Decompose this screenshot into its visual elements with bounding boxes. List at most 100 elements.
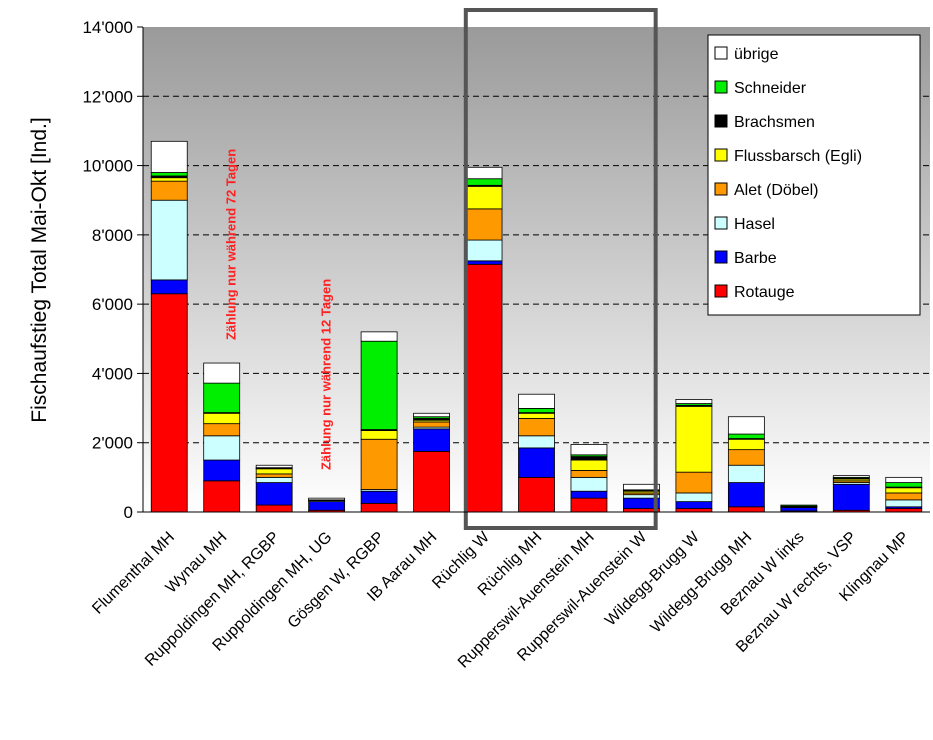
bar-segment — [413, 428, 450, 452]
bar-segment — [885, 508, 923, 513]
bar-segment — [203, 459, 241, 482]
bar-segment — [832, 475, 870, 478]
bar-segment — [308, 501, 346, 511]
bar-segment — [518, 435, 555, 449]
bar-segment — [308, 497, 346, 501]
y-tick-label: 8'000 — [92, 226, 133, 245]
bar-segment — [570, 490, 608, 499]
legend-swatch — [714, 114, 728, 128]
x-tick-label: Wildegg-Brugg MH — [648, 529, 756, 637]
bar-segment — [518, 447, 555, 478]
bar-segment — [885, 499, 923, 508]
bar-segment — [255, 468, 293, 475]
y-tick-label: 6'000 — [92, 295, 133, 314]
bar-segment — [150, 199, 188, 281]
y-tick-label: 4'000 — [92, 364, 133, 383]
bar-segment — [675, 399, 713, 404]
bar-segment — [255, 476, 293, 483]
legend-label: Alet (Döbel) — [734, 182, 818, 199]
y-tick-label: 10'000 — [82, 157, 133, 176]
legend-label: Hasel — [734, 216, 775, 233]
bar-segment — [727, 464, 765, 483]
bar-segment — [570, 497, 608, 513]
y-axis-label: Fischaufstieg Total Mai-Okt [Ind.] — [28, 117, 51, 422]
bar-segment — [780, 504, 818, 507]
highlight-rect — [463, 8, 658, 530]
annotation-text: Zählung nur während 72 Tagen — [224, 149, 239, 340]
legend-swatch — [714, 46, 728, 60]
x-tick-label: Wildegg-Brugg W — [602, 528, 703, 629]
bar-segment — [780, 507, 818, 512]
bar-segment — [675, 405, 713, 473]
legend-label: Barbe — [734, 250, 777, 267]
bar-segment — [360, 331, 398, 342]
bar-segment — [570, 470, 608, 478]
bar-segment — [570, 444, 608, 456]
bar-segment — [727, 482, 765, 508]
bar-segment — [150, 140, 188, 173]
legend-swatch — [714, 216, 728, 230]
bar-segment — [203, 382, 241, 413]
y-tick-label: 0 — [124, 503, 133, 522]
bar-segment — [518, 418, 555, 437]
bar-segment — [413, 412, 450, 418]
legend-label: übrige — [734, 46, 779, 63]
bar-segment — [885, 482, 923, 488]
bar-segment — [150, 172, 188, 177]
y-tick-label: 2'000 — [92, 434, 133, 453]
annotation-text: Zählung nur während 12 Tagen — [319, 279, 334, 470]
bar-segment — [465, 178, 503, 186]
bar-segment — [360, 430, 398, 440]
bar-segment — [465, 166, 503, 180]
bar-segment — [255, 473, 293, 478]
bar-segment — [360, 438, 398, 490]
bar-segment — [675, 492, 713, 503]
legend-box — [707, 34, 921, 316]
legend-swatch — [714, 80, 728, 94]
bar-segment — [465, 263, 503, 513]
y-tick-label: 12'000 — [82, 87, 133, 106]
bar-segment — [727, 449, 765, 466]
bar-segment — [360, 502, 398, 513]
bar-segment — [255, 464, 293, 469]
legend-label: Brachsmen — [734, 114, 815, 131]
bars — [150, 140, 923, 513]
annotations: Zählung nur während 72 Tagen Zählung nur … — [224, 149, 334, 470]
bar-segment — [203, 423, 241, 437]
bar-segment — [150, 279, 188, 295]
legend-swatch — [714, 182, 728, 196]
bar-segment — [465, 185, 503, 210]
bar-segment — [413, 450, 450, 513]
bar-segment — [150, 180, 188, 201]
bar-segment — [570, 476, 608, 492]
bar-segment — [675, 471, 713, 494]
bar-segment — [570, 459, 608, 471]
bar-segment — [675, 508, 713, 513]
bar-segment — [518, 408, 555, 413]
bar-segment — [727, 438, 765, 451]
y-tick-label: 14'000 — [82, 18, 133, 37]
bar-segment — [518, 412, 555, 419]
bar-segment — [727, 506, 765, 513]
bar-segment — [465, 208, 503, 241]
bar-segment — [203, 362, 241, 384]
bar-segment — [832, 483, 870, 511]
bar-segment — [675, 501, 713, 509]
bar-segment — [203, 480, 241, 513]
legend: übrige Schneider Brachsmen Flussbarsch (Egl… — [707, 34, 921, 316]
y-axis: 0 2'000 4'000 6'000 8'000 10'000 12'000 14'000 — [82, 18, 144, 522]
bar-segment — [360, 340, 398, 430]
legend-label: Schneider — [734, 80, 807, 97]
bar-segment — [203, 412, 241, 425]
bar-segment — [518, 476, 555, 513]
bar-segment — [570, 456, 608, 461]
bar-segment — [885, 487, 923, 494]
bar-segment — [727, 433, 765, 439]
legend-swatch — [714, 250, 728, 264]
bar-segment — [255, 504, 293, 513]
bar-segment — [413, 421, 450, 428]
bar-segment — [150, 177, 188, 182]
bar-segment — [885, 476, 923, 483]
